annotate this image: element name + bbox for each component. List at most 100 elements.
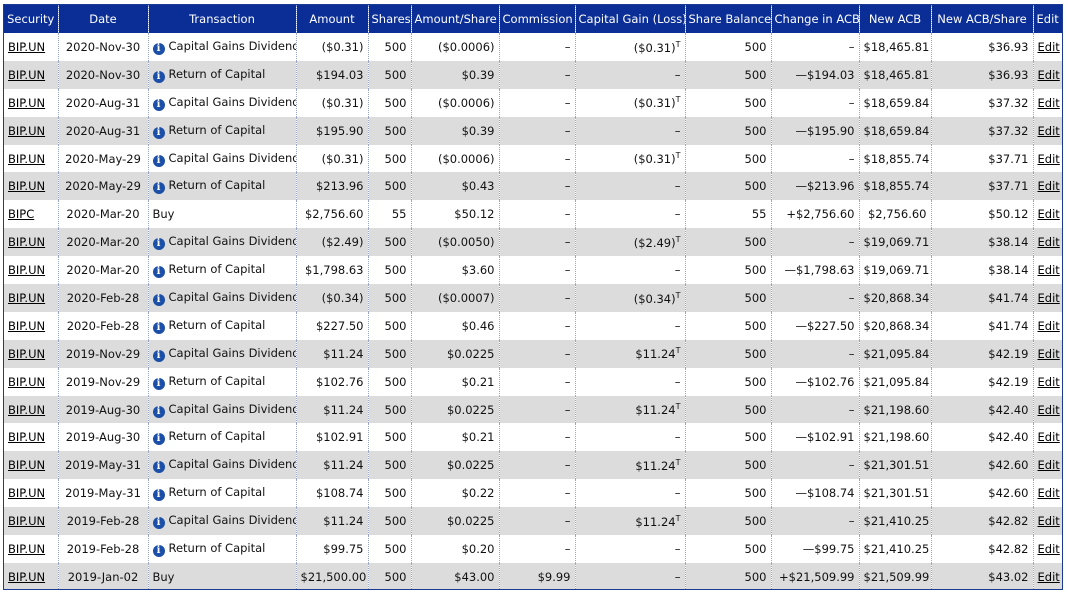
security-link[interactable]: BIP.UN: [8, 402, 46, 417]
transaction-type: Capital Gains Dividend: [168, 345, 296, 360]
info-icon[interactable]: i: [152, 42, 165, 55]
security-link[interactable]: BIP.UN: [8, 541, 46, 556]
edit-link[interactable]: Edit: [1037, 179, 1060, 194]
security-link[interactable]: BIP.UN: [8, 263, 46, 278]
edit-link[interactable]: Edit: [1037, 430, 1060, 445]
edit-link[interactable]: Edit: [1037, 374, 1060, 389]
date-cell: 2020-May-29: [58, 172, 149, 201]
security-link[interactable]: BIP.UN: [8, 179, 46, 194]
header-shares[interactable]: Shares: [368, 5, 412, 33]
info-icon[interactable]: i: [152, 489, 165, 502]
info-icon[interactable]: i: [152, 544, 165, 557]
edit-link[interactable]: Edit: [1037, 541, 1060, 556]
info-icon[interactable]: i: [152, 238, 165, 251]
info-icon[interactable]: i: [152, 405, 165, 418]
security-link[interactable]: BIP.UN: [8, 346, 46, 361]
capital-gain-value: $11.24: [635, 458, 676, 473]
info-icon[interactable]: i: [152, 433, 165, 446]
capital-gain-value: ($0.31): [633, 40, 676, 55]
security-link[interactable]: BIP.UN: [8, 95, 46, 110]
security-link[interactable]: BIP.UN: [8, 151, 46, 166]
security-link[interactable]: BIP.UN: [8, 374, 46, 389]
edit-link[interactable]: Edit: [1037, 486, 1060, 501]
capital-gain-value: –: [674, 207, 681, 222]
header-security[interactable]: Security: [4, 5, 59, 33]
tax-marker: T: [675, 234, 681, 244]
shares-cell: 500: [368, 311, 412, 340]
header-change-acb[interactable]: Change in ACB: [771, 5, 860, 33]
edit-cell: Edit: [1033, 60, 1062, 89]
edit-link[interactable]: Edit: [1037, 123, 1060, 138]
header-commission[interactable]: Commission: [499, 5, 576, 33]
new-acb-share-cell: $37.71: [931, 144, 1034, 173]
amount-cell: $11.24: [296, 395, 369, 424]
security-link[interactable]: BIP.UN: [8, 67, 46, 82]
change-acb-cell: –: [771, 451, 860, 480]
edit-link[interactable]: Edit: [1037, 514, 1060, 529]
security-link[interactable]: BIP.UN: [8, 569, 46, 584]
info-icon[interactable]: i: [152, 70, 165, 83]
header-amount-share[interactable]: Amount/Share: [411, 5, 500, 33]
info-icon[interactable]: i: [152, 293, 165, 306]
new-acb-share-cell: $37.71: [931, 172, 1034, 201]
amount-cell: $213.96: [296, 172, 369, 201]
amount-share-cell: ($0.0006): [411, 33, 500, 61]
share-balance-cell: 500: [685, 535, 772, 563]
header-share-balance[interactable]: Share Balance: [685, 5, 772, 33]
info-icon[interactable]: i: [152, 517, 165, 530]
edit-link[interactable]: Edit: [1037, 207, 1060, 222]
header-amount[interactable]: Amount: [296, 5, 369, 33]
security-link[interactable]: BIP.UN: [8, 290, 46, 305]
info-icon[interactable]: i: [152, 98, 165, 111]
edit-link[interactable]: Edit: [1037, 95, 1060, 110]
capital-gain-value: –: [674, 263, 681, 278]
security-link[interactable]: BIP.UN: [8, 458, 46, 473]
edit-link[interactable]: Edit: [1037, 569, 1060, 584]
info-icon[interactable]: i: [152, 266, 165, 279]
header-new-acb-share[interactable]: New ACB/Share: [931, 5, 1034, 33]
edit-link[interactable]: Edit: [1037, 235, 1060, 250]
edit-link[interactable]: Edit: [1037, 290, 1060, 305]
security-link[interactable]: BIP.UN: [8, 235, 46, 250]
tax-marker: T: [675, 513, 681, 523]
edit-link[interactable]: Edit: [1037, 39, 1060, 54]
header-transaction[interactable]: Transaction: [148, 5, 297, 33]
security-link[interactable]: BIP.UN: [8, 486, 46, 501]
date-cell: 2020-Feb-28: [58, 311, 149, 340]
info-icon[interactable]: i: [152, 349, 165, 362]
capital-gain-cell: ($0.31)T: [575, 88, 686, 117]
info-icon[interactable]: i: [152, 154, 165, 167]
capital-gain-value: –: [674, 486, 681, 501]
edit-link[interactable]: Edit: [1037, 318, 1060, 333]
capital-gain-value: –: [674, 541, 681, 556]
info-icon[interactable]: i: [152, 182, 165, 195]
info-icon[interactable]: i: [152, 377, 165, 390]
edit-link[interactable]: Edit: [1037, 346, 1060, 361]
security-link[interactable]: BIP.UN: [8, 39, 46, 54]
new-acb-share-cell: $42.60: [931, 479, 1034, 508]
capital-gain-cell: –: [575, 423, 686, 452]
security-link[interactable]: BIP.UN: [8, 430, 46, 445]
security-link[interactable]: BIPC: [8, 207, 35, 222]
edit-link[interactable]: Edit: [1037, 151, 1060, 166]
edit-cell: Edit: [1033, 200, 1062, 229]
info-icon[interactable]: i: [152, 126, 165, 139]
edit-cell: Edit: [1033, 562, 1062, 589]
security-link[interactable]: BIP.UN: [8, 123, 46, 138]
transaction-cell: i Return of Capital: [148, 311, 297, 340]
transaction-cell: i Capital Gains Dividend: [148, 507, 297, 536]
info-icon[interactable]: i: [152, 461, 165, 474]
edit-link[interactable]: Edit: [1037, 67, 1060, 82]
security-link[interactable]: BIP.UN: [8, 318, 46, 333]
info-icon[interactable]: i: [152, 321, 165, 334]
shares-cell: 500: [368, 284, 412, 312]
header-date[interactable]: Date: [58, 5, 149, 33]
table-row: BIP.UN 2020-Nov-30 i Return of Capital $194.…: [4, 60, 1062, 89]
commission-cell: –: [499, 60, 576, 89]
edit-link[interactable]: Edit: [1037, 458, 1060, 473]
edit-link[interactable]: Edit: [1037, 402, 1060, 417]
header-capital-gain[interactable]: Capital Gain (Loss): [575, 5, 686, 33]
security-link[interactable]: BIP.UN: [8, 514, 46, 529]
header-new-acb[interactable]: New ACB: [859, 5, 932, 33]
edit-link[interactable]: Edit: [1037, 263, 1060, 278]
